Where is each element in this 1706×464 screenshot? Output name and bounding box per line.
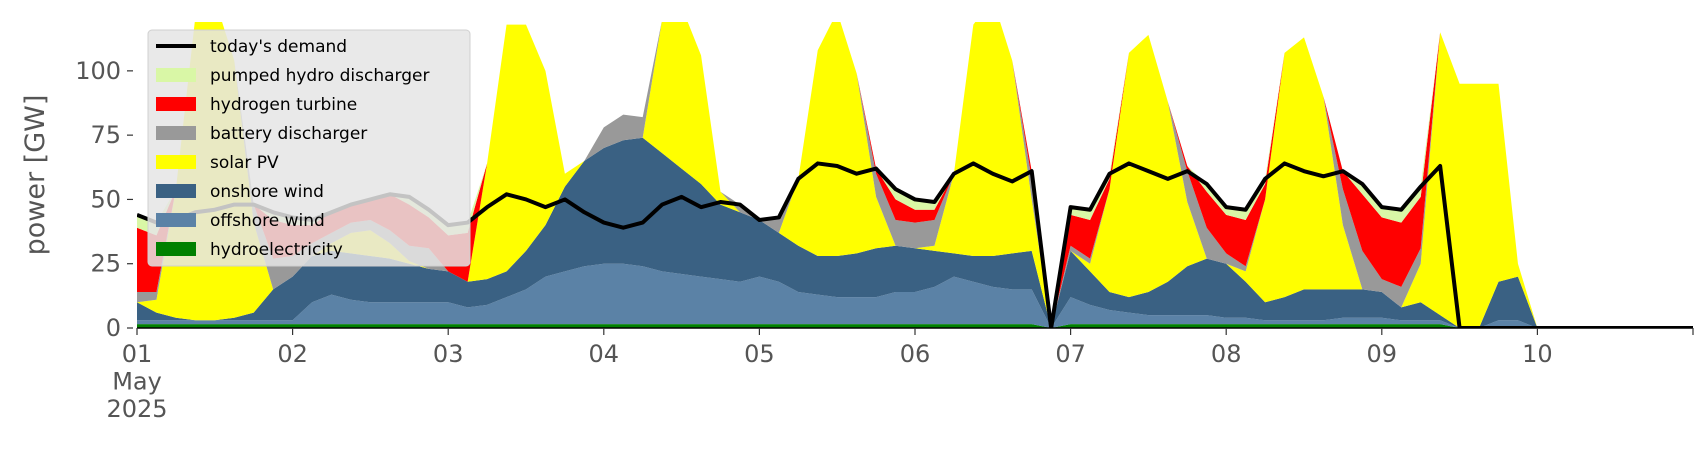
x-tick-label: 01 May 2025 — [106, 340, 167, 423]
legend-swatch — [156, 97, 196, 111]
x-tick-label: 05 — [744, 340, 775, 368]
x-tick-label: 03 — [433, 340, 464, 368]
x-tick-label: 08 — [1211, 340, 1242, 368]
area-0 — [137, 324, 1693, 328]
legend-label: today's demand — [210, 37, 347, 57]
legend-swatch — [156, 242, 196, 256]
legend-label: hydroelectricity — [210, 240, 343, 260]
y-tick-label: 100 — [75, 57, 121, 85]
legend-label: battery discharger — [210, 124, 367, 144]
legend-label: hydrogen turbine — [210, 95, 357, 115]
y-tick-label: 25 — [90, 250, 121, 278]
plot-area — [137, 22, 1693, 328]
y-tick-label: 75 — [90, 121, 121, 149]
legend-swatch — [156, 213, 196, 227]
legend-label: onshore wind — [210, 182, 324, 202]
x-tick-label: 06 — [900, 340, 931, 368]
x-tick-label: 04 — [589, 340, 620, 368]
legend-swatch — [156, 184, 196, 198]
legend-swatch — [156, 68, 196, 82]
x-tick-label: 10 — [1522, 340, 1553, 368]
x-tick-label: 02 — [277, 340, 308, 368]
x-tick-label: 09 — [1367, 340, 1398, 368]
y-axis-label: power [GW] — [20, 95, 51, 256]
legend-label: solar PV — [210, 153, 279, 173]
y-tick-label: 0 — [106, 314, 121, 342]
legend: today's demand pumped hydro discharger hyd… — [147, 29, 471, 267]
area-1 — [137, 263, 1693, 328]
legend-box — [147, 29, 471, 267]
legend-label: offshore wind — [210, 211, 325, 231]
legend-swatch — [156, 126, 196, 140]
x-tick-label: 07 — [1055, 340, 1086, 368]
legend-swatch — [156, 155, 196, 169]
legend-label: pumped hydro discharger — [210, 66, 429, 86]
y-tick-label: 50 — [90, 185, 121, 213]
area-2 — [137, 137, 1693, 328]
area-3 — [137, 22, 1693, 328]
